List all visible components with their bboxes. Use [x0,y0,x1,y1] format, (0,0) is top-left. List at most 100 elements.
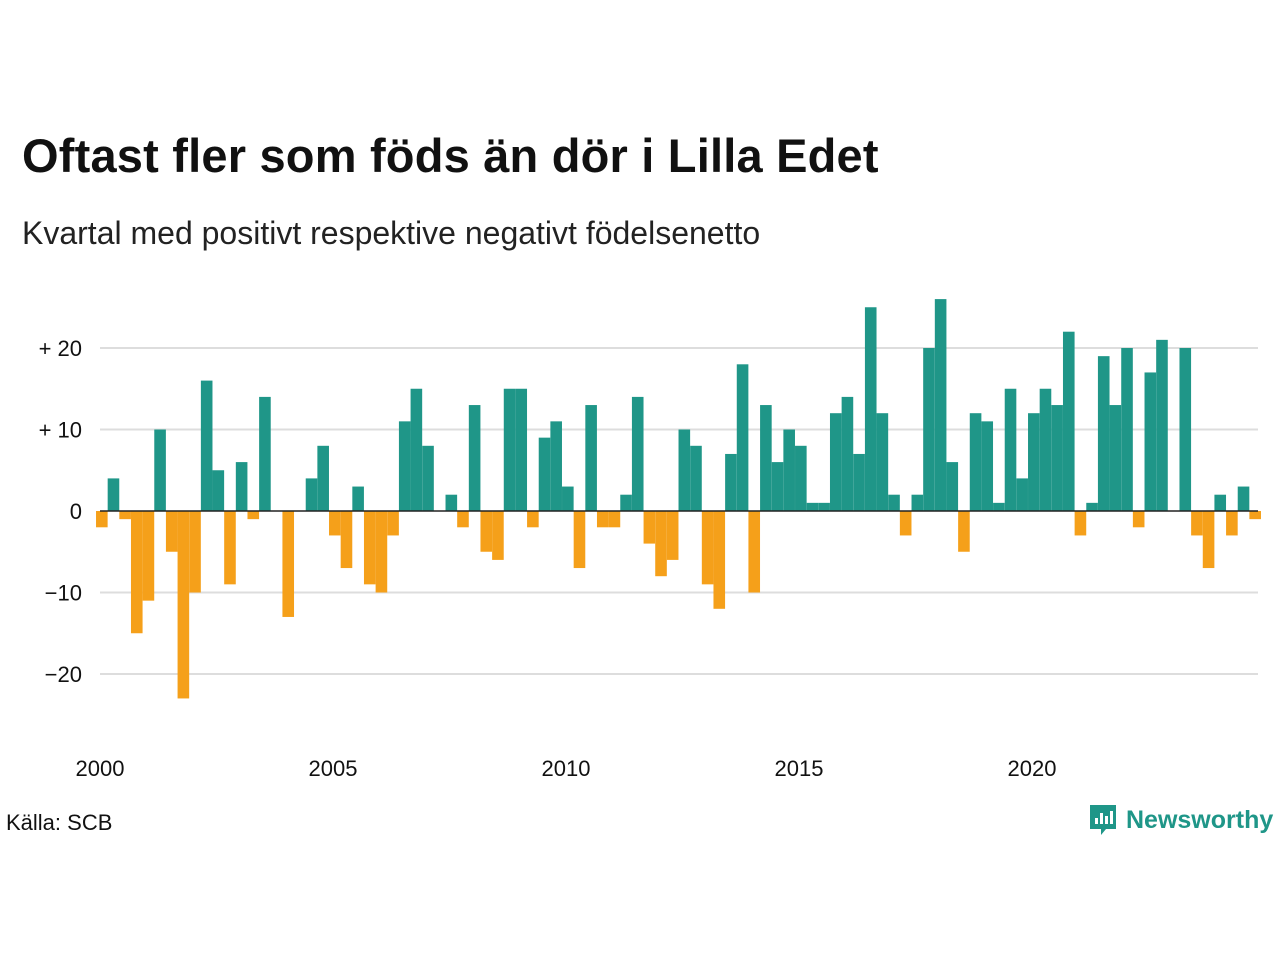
bar-negative [363,511,376,585]
bar-positive [1016,478,1028,511]
bar-positive [1062,331,1075,511]
bar-negative [480,511,493,552]
y-tick-label: 0 [70,499,82,524]
bar-negative [666,511,679,560]
bar-positive [1086,502,1098,511]
bar-positive [235,462,248,511]
newsworthy-logo: Newsworthy [1088,803,1273,837]
bar-positive [398,421,411,511]
bar-positive [445,494,458,511]
bar-negative [189,511,201,593]
bar-positive [468,405,481,511]
bar-negative [1226,511,1238,536]
bar-negative [527,511,539,528]
x-tick-label: 2020 [1008,756,1057,781]
brand-name: Newsworthy [1126,805,1274,834]
bar-negative [655,511,667,577]
bar-negative [282,511,295,617]
bar-positive [1004,388,1017,511]
bar-positive [1237,486,1250,511]
bar-positive [841,396,854,511]
bar-positive [888,494,900,511]
bar-positive [818,502,830,511]
bar-positive [154,429,166,511]
bar-negative [899,511,912,536]
bar-negative [701,511,714,585]
axes: + 20 + 10 0 −10 −20 2000 2005 2010 2015 2020 [39,336,1258,781]
bar-positive [538,437,551,511]
bar-positive [678,429,691,511]
bar-positive [585,405,597,511]
bar-positive [946,462,959,511]
bar-positive [806,502,819,511]
bar-negative [1249,511,1261,520]
bar-negative [573,511,586,569]
bar-positive [410,388,423,511]
bar-positive [317,445,329,511]
bar-positive [515,388,528,511]
y-tick-label: + 10 [39,418,82,443]
bar-positive [771,462,784,511]
bar-positive [1051,405,1063,511]
bar-positive [200,380,213,511]
bar-positive [562,486,574,511]
bar-positive [783,429,795,511]
bar-chart: + 20 + 10 0 −10 −20 2000 2005 2010 2015 2020 [39,299,1261,781]
bar-negative [224,511,236,585]
bar-negative [329,511,341,536]
bar-negative [1191,511,1203,536]
bar-negative [492,511,504,560]
x-tick-label: 2015 [775,756,824,781]
bar-positive [876,413,889,511]
chart-subtitle: Kvartal med positivt respektive negativt… [22,215,761,251]
bar-positive [736,364,749,511]
bar-positive [1214,494,1227,511]
bar-negative [340,511,353,569]
y-tick-label: −20 [45,662,82,687]
x-tick-label: 2010 [542,756,591,781]
x-tick-label: 2005 [309,756,358,781]
bar-negative [1202,511,1215,569]
bar-positive [352,486,364,511]
y-tick-label: −10 [45,581,82,606]
bar-positive [690,445,702,511]
bar-negative [1074,511,1087,536]
bar-negative [958,511,970,552]
bar-positive [829,413,842,511]
x-tick-label: 2000 [76,756,125,781]
bar-positive [864,307,877,511]
bar-negative [713,511,726,609]
bar-positive [259,396,271,511]
bar-positive [795,445,807,511]
bar-negative [375,511,388,593]
bar-positive [620,494,632,511]
bar-negative [96,511,108,528]
bar-negative [142,511,155,601]
bar-negative [596,511,609,528]
bar-negative [247,511,260,520]
bar-positive [911,494,924,511]
bar-negative [1132,511,1145,528]
source-note: Källa: SCB [6,810,113,835]
bar-positive [305,478,318,511]
bar-positive [1144,372,1157,511]
bar-positive [1179,348,1192,511]
bar-positive [1028,413,1040,511]
bar-positive [923,348,935,511]
bar-positive [422,445,434,511]
bar-negative [608,511,621,528]
bar-positive [760,405,772,511]
bar-negative [387,511,399,536]
bar-positive [631,396,644,511]
bar-negative [119,511,131,520]
bar-negative [177,511,190,699]
chart-title: Oftast fler som föds än dör i Lilla Edet [22,129,879,182]
bar-negative [643,511,656,544]
bar-positive [550,421,562,511]
bar-positive [1156,339,1168,511]
bar-negative [748,511,761,593]
bar-positive [503,388,516,511]
y-tick-label: + 20 [39,336,82,361]
bar-positive [1109,405,1122,511]
bars [96,299,1261,699]
